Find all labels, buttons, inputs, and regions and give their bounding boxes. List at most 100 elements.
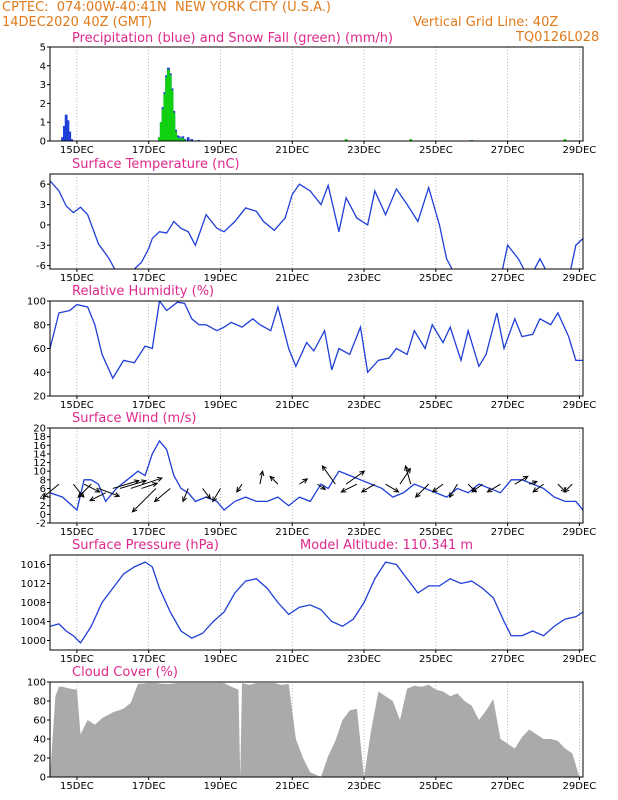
wind-arrow-shaft xyxy=(154,488,171,502)
wind-y-tick-label: 14 xyxy=(33,449,46,460)
rh-frame xyxy=(49,300,584,397)
wind-arrow-head xyxy=(153,496,160,503)
wind-arrow-head xyxy=(94,487,101,493)
wind-y-tick-label: 18 xyxy=(33,432,46,443)
wind-arrow-head xyxy=(414,492,421,498)
precip-bar-snow xyxy=(179,139,183,141)
wind-arrow-head xyxy=(471,487,478,493)
wind-arrow-head xyxy=(393,487,400,493)
wind-x-tick-label: 25DEC xyxy=(419,527,453,538)
wind-arrow-shaft xyxy=(259,471,264,485)
rh-x-tick-label: 25DEC xyxy=(419,400,453,411)
precip-bar-snow xyxy=(161,109,165,141)
wind-arrow-shaft xyxy=(132,488,157,513)
wind-arrow-head xyxy=(77,492,84,498)
wind-arrow-shaft xyxy=(119,480,147,489)
wind-arrow-shaft xyxy=(345,470,365,485)
wind-arrow-shaft xyxy=(299,478,308,485)
precip-x-tick-label: 15DEC xyxy=(60,145,94,156)
wind-arrow-head xyxy=(140,479,148,485)
rh-x-tick-label: 15DEC xyxy=(60,400,94,411)
precip-x-tick-label: 21DEC xyxy=(275,145,309,156)
precip-x-tick-label: 17DEC xyxy=(132,145,166,156)
wind-arrow-head xyxy=(563,487,570,493)
wind-y-tick-label: 8 xyxy=(40,475,46,486)
wind-arrow-head xyxy=(131,506,138,513)
precip-panel-title: Precipitation (blue) and Snow Fall (gree… xyxy=(72,31,393,46)
precip-bar-precip xyxy=(68,131,72,141)
temp-y-tick-label: 6 xyxy=(40,180,46,191)
precip-y-tick-label: 0 xyxy=(40,137,46,148)
precip-bar-snow xyxy=(563,139,567,141)
temp-panel-title: Surface Temperature (nC) xyxy=(72,157,240,172)
model-altitude-label: Model Altitude: 110.341 m xyxy=(300,538,473,553)
rh-x-tick-label: 27DEC xyxy=(491,400,525,411)
wind-arrow-shaft xyxy=(141,482,158,489)
precip-bar-snow xyxy=(170,90,174,141)
cloud-y-tick-label: 0 xyxy=(40,773,46,784)
precip-frame xyxy=(49,46,584,142)
pressure-x-tick-label: 17DEC xyxy=(132,654,166,665)
precip-bar-snow xyxy=(159,122,163,141)
rh-y-tick-label: 100 xyxy=(27,297,46,308)
pressure-series-line xyxy=(50,561,583,644)
pressure-x-tick-label: 21DEC xyxy=(275,654,309,665)
header-grid-note: Vertical Grid Line: 40Z xyxy=(413,15,559,30)
temp-y-tick-label: -6 xyxy=(36,261,46,272)
wind-frame xyxy=(49,427,584,524)
cloud-x-tick-label: 17DEC xyxy=(132,781,166,792)
rh-x-tick-label: 19DEC xyxy=(204,400,238,411)
wind-arrow-head xyxy=(360,487,367,493)
wind-arrow-head xyxy=(133,479,140,485)
wind-arrow-head xyxy=(486,487,493,493)
wind-y-tick-label: 10 xyxy=(33,467,46,478)
wind-arrow-shaft xyxy=(361,483,376,493)
wind-arrow-shaft xyxy=(385,483,399,493)
wind-arrow-head xyxy=(531,480,539,486)
precip-bar-snow xyxy=(167,69,170,141)
wind-x-tick-label: 15DEC xyxy=(60,527,94,538)
rh-x-tick-label: 29DEC xyxy=(563,400,597,411)
wind-arrow-head xyxy=(532,487,539,493)
wind-arrow-shaft xyxy=(112,480,139,489)
cloud-x-tick-label: 27DEC xyxy=(491,781,525,792)
temp-x-tick-label: 19DEC xyxy=(204,273,238,284)
wind-arrow-head xyxy=(340,487,347,493)
wind-arrow-head xyxy=(156,476,164,482)
cloud-x-tick-label: 25DEC xyxy=(419,781,453,792)
precip-bar-precip xyxy=(190,139,194,141)
rh-x-tick-label: 23DEC xyxy=(347,400,381,411)
wind-arrow-head xyxy=(42,492,49,498)
wind-x-tick-label: 23DEC xyxy=(347,527,381,538)
wind-arrow-shaft xyxy=(83,483,100,493)
wind-y-tick-label: 4 xyxy=(40,493,46,504)
header-code: TQ0126L028 xyxy=(516,30,600,45)
precip-bar-precip xyxy=(64,114,68,141)
precip-bar-precip xyxy=(61,137,64,141)
wind-y-tick-label: 2 xyxy=(40,501,46,512)
cloud-y-tick-label: 60 xyxy=(33,716,46,727)
wind-arrow-shaft xyxy=(202,488,211,500)
temp-series-line xyxy=(50,180,583,269)
wind-x-tick-label: 27DEC xyxy=(491,527,525,538)
wind-arrow-shaft xyxy=(529,481,538,485)
wind-panel-title: Surface Wind (m/s) xyxy=(72,411,196,426)
wind-arrow-head xyxy=(205,493,212,500)
wind-arrow-head xyxy=(405,467,411,474)
cloud-x-tick-label: 15DEC xyxy=(60,781,94,792)
cloud-x-tick-label: 19DEC xyxy=(204,781,238,792)
cloud-x-tick-label: 23DEC xyxy=(347,781,381,792)
precip-bar-precip xyxy=(186,137,190,141)
wind-arrow-shaft xyxy=(471,483,483,493)
wind-arrow-shaft xyxy=(449,483,458,498)
precip-y-tick-label: 4 xyxy=(40,61,46,72)
wind-arrow-shaft xyxy=(532,483,544,493)
temp-x-tick-label: 21DEC xyxy=(275,273,309,284)
wind-arrow-shaft xyxy=(182,488,189,502)
wind-arrow-head xyxy=(114,492,121,498)
wind-arrow-head xyxy=(321,465,327,471)
cloud-panel-title: Cloud Cover (%) xyxy=(72,665,178,680)
precip-bar-precip xyxy=(66,120,70,141)
wind-arrow-shaft xyxy=(89,492,106,502)
precip-bar-snow xyxy=(163,94,167,141)
